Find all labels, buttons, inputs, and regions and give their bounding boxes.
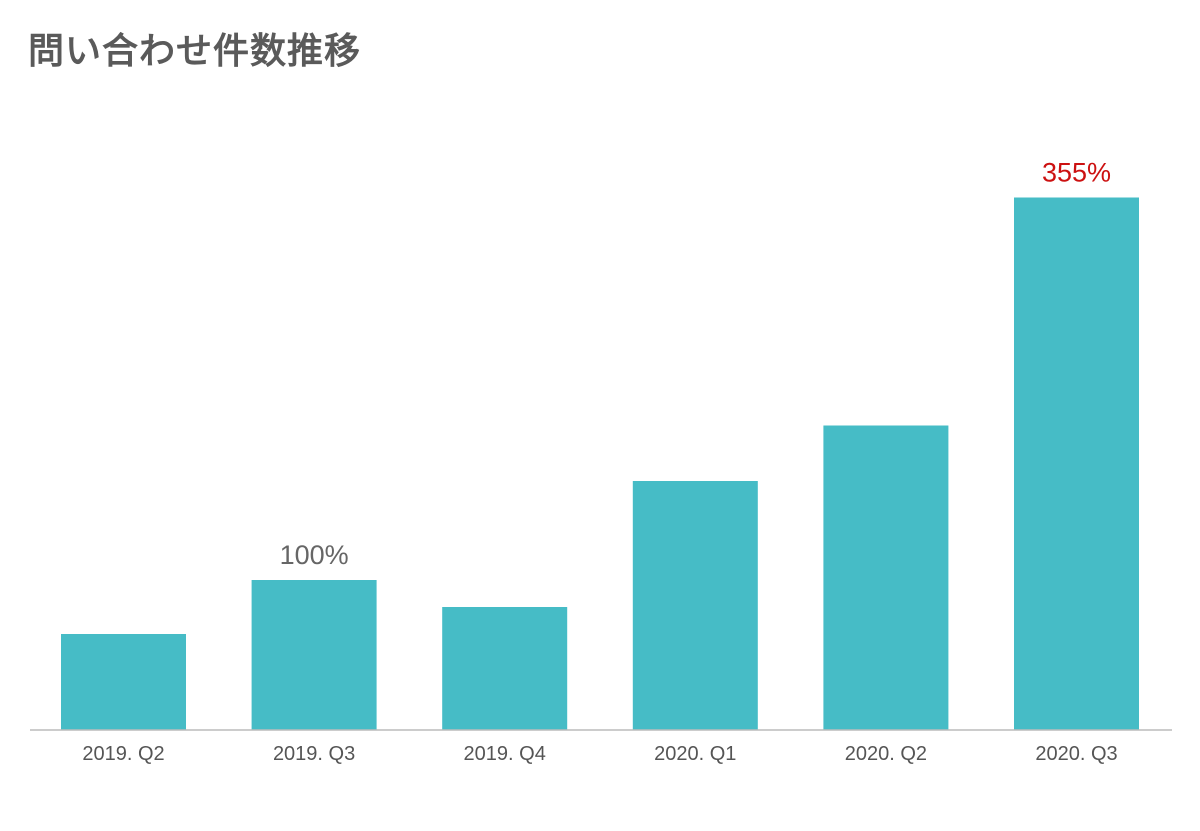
x-tick-label: 2020. Q3 (1035, 743, 1117, 765)
bar-2020-q1 (632, 481, 758, 730)
x-tick-label: 2019. Q2 (82, 743, 164, 765)
bar-2020-q3 (1014, 197, 1139, 730)
x-tick-label: 2019. Q4 (464, 743, 546, 765)
x-tick-label: 2020. Q2 (845, 743, 927, 765)
chart-title: 問い合わせ件数推移 (28, 31, 362, 72)
x-tick-label: 2020. Q1 (654, 743, 736, 765)
bar-2019-q3 (251, 580, 377, 730)
x-tick-label: 2019. Q3 (273, 743, 355, 765)
data-label: 100% (280, 540, 349, 570)
category-labels-group: 2019. Q2 2019. Q3 2019. Q4 2020. Q1 2020. Q2… (82, 743, 1117, 765)
bars-group (61, 197, 1139, 730)
bar-2020-q2 (823, 425, 949, 730)
value-labels-group: 100% 355% (280, 158, 1111, 571)
bar-2019-q4 (442, 607, 568, 730)
data-label: 355% (1042, 158, 1111, 188)
bar-2019-q2 (61, 634, 186, 730)
